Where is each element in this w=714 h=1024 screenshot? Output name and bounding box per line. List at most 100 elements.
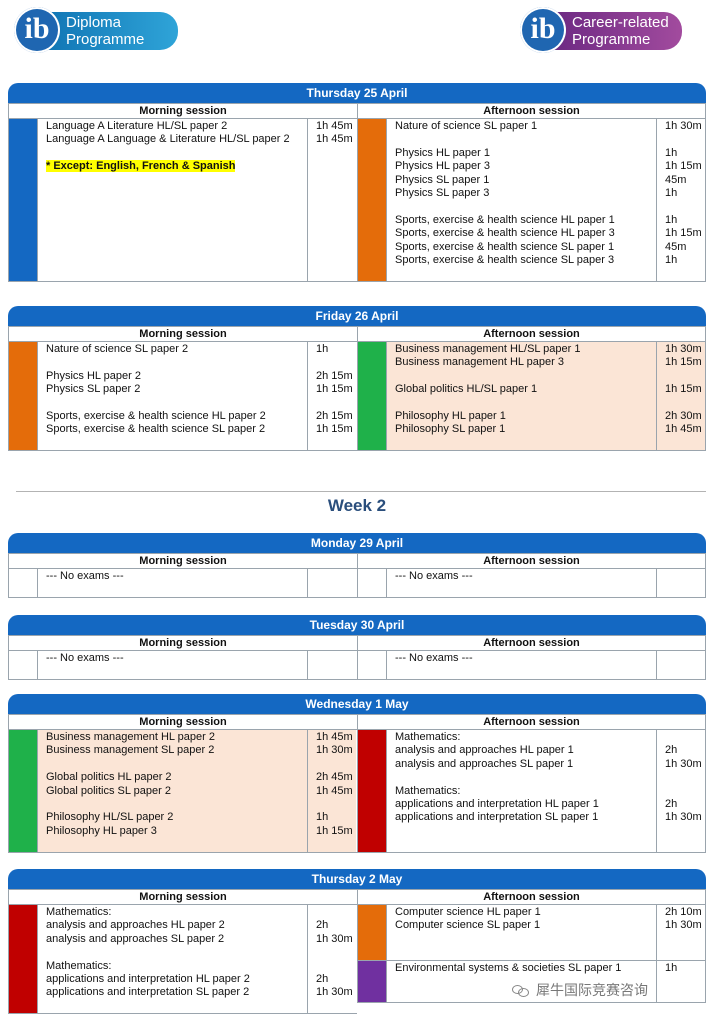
exam-duration: 1h 30m [665, 919, 702, 932]
exam-subject: --- No exams --- [395, 570, 473, 582]
exam-duration: 1h [665, 253, 678, 266]
exam-duration [665, 652, 705, 665]
exam-subjects: Mathematics: analysis and approaches HL p… [38, 905, 308, 1014]
exam-duration [316, 241, 356, 254]
subject-group-color-bar [9, 905, 38, 1014]
logo-cp-line2: Programme [572, 31, 651, 48]
subject-group-color-bar [358, 569, 387, 597]
morning-session-title: Morning session [8, 326, 357, 341]
exam-duration [316, 906, 356, 919]
afternoon-session-body: Business management HL/SL paper 1 Busines… [357, 341, 706, 452]
exam-subject [395, 771, 656, 784]
afternoon-session-body: Computer science HL paper 1 Computer scie… [357, 904, 706, 1003]
exam-subjects: Environmental systems & societies SL pap… [387, 960, 657, 1002]
exam-duration [316, 798, 356, 811]
exam-subject [46, 1000, 307, 1013]
afternoon-session-title: Afternoon session [357, 103, 706, 118]
exam-duration [665, 437, 705, 450]
exam-subject: Philosophy SL paper 1 [395, 423, 506, 436]
exam-subject: applications and interpretation HL paper… [395, 797, 599, 810]
exam-subject [46, 147, 307, 160]
exam-duration [665, 838, 705, 851]
exam-durations [657, 569, 705, 597]
exam-subject: Business management HL paper 2 [46, 731, 215, 743]
afternoon-session-body: --- No exams --- [357, 650, 706, 680]
exam-duration [316, 397, 356, 410]
wechat-icon [512, 983, 530, 997]
exam-subject: Physics HL paper 1 [395, 146, 490, 159]
exam-subject: Sports, exercise & health science SL pap… [46, 423, 266, 436]
exam-subjects: Nature of science SL paper 1 Physics HL p… [387, 119, 657, 281]
afternoon-session: Afternoon session --- No exams --- [357, 553, 706, 598]
exam-duration: 2h 15m [316, 409, 353, 422]
exam-subject [395, 665, 656, 678]
exam-duration: 1h 15m [665, 160, 702, 173]
morning-session-body: Nature of science SL paper 2 Physics HL p… [8, 341, 357, 452]
exam-duration: 2h 45m [316, 771, 353, 784]
day-table: Thursday 25 April Morning session Language… [8, 83, 706, 282]
subject-group-color-bar [9, 730, 38, 852]
exam-note-highlight: * Except: English, French & Spanish [46, 160, 236, 173]
morning-session-body: --- No exams --- [8, 650, 357, 680]
exam-subject: Physics SL paper 3 [395, 186, 490, 199]
exam-subject [395, 397, 656, 410]
exam-duration: 1h 30m [665, 343, 702, 355]
session-columns: Morning session Mathematics: analysis and … [8, 889, 706, 1015]
exam-duration: 1h 45m [316, 120, 353, 132]
exam-subject: --- No exams --- [46, 570, 124, 582]
exam-subject: --- No exams --- [46, 652, 124, 664]
exam-duration [316, 187, 356, 200]
exam-duration [665, 570, 705, 583]
exam-duration [316, 160, 356, 173]
session-columns: Morning session --- No exams --- Afternoon… [8, 553, 706, 598]
exam-duration: 1h 15m [316, 423, 353, 436]
subject-group-color-bar [9, 569, 38, 597]
afternoon-session-body: Mathematics: analysis and approaches HL p… [357, 729, 706, 853]
exam-duration [665, 785, 705, 798]
exam-durations [308, 569, 356, 597]
exam-subject: Business management SL paper 2 [46, 744, 215, 757]
exam-duration [316, 758, 356, 771]
afternoon-session: Afternoon session Mathematics: analysis an… [357, 714, 706, 853]
morning-session-title: Morning session [8, 635, 357, 650]
exam-duration: 2h 30m [665, 409, 702, 422]
exam-duration [316, 960, 356, 973]
exam-durations [657, 651, 705, 679]
morning-session: Morning session Mathematics: analysis and … [8, 889, 357, 1015]
exam-subject [395, 267, 656, 280]
session-columns: Morning session Nature of science SL pape… [8, 326, 706, 452]
exam-subject [46, 356, 307, 369]
exam-duration: 1h 30m [316, 744, 353, 757]
watermark-text: 犀牛国际竞赛咨询 [536, 982, 648, 998]
exam-duration [316, 665, 356, 678]
exam-subject [46, 254, 307, 267]
day-title: Tuesday 30 April [8, 615, 706, 635]
exam-duration: 1h 15m [665, 356, 702, 369]
exam-subject: Computer science HL paper 1 [395, 906, 541, 918]
exam-subject [46, 267, 307, 280]
morning-session-title: Morning session [8, 553, 357, 568]
exam-subject: Global politics HL paper 2 [46, 771, 172, 784]
exam-subject [46, 227, 307, 240]
exam-subject: Computer science SL paper 1 [395, 919, 541, 932]
subject-group: --- No exams --- [9, 569, 357, 597]
exam-duration [316, 147, 356, 160]
subject-group: Mathematics: analysis and approaches HL p… [9, 905, 357, 1014]
watermark: 犀牛国际竞赛咨询 [512, 980, 648, 1000]
day-title: Friday 26 April [8, 306, 706, 326]
week-heading: Week 2 [327, 496, 387, 515]
morning-session-title: Morning session [8, 889, 357, 904]
exam-subjects: --- No exams --- [387, 569, 657, 597]
morning-session-body: Mathematics: analysis and approaches HL p… [8, 904, 357, 1015]
subject-group: Business management HL/SL paper 1 Busines… [358, 342, 705, 451]
exam-subject [46, 437, 307, 450]
exam-durations: 1h 30m 1h 15m 1h 15m 2h 30m 1h 45m [657, 342, 705, 451]
exam-durations: 1h 30m 1h 1h 15m 45m 1h 1h 1h 15m 45m 1h [657, 119, 705, 281]
exam-subject: --- No exams --- [395, 652, 473, 664]
day-table: Friday 26 April Morning session Nature of … [8, 306, 706, 452]
exam-subject: * Except: English, French & Spanish [46, 160, 307, 173]
exam-subject [46, 798, 307, 811]
exam-duration: 1h [316, 343, 329, 355]
exam-duration [665, 731, 705, 744]
exam-duration [665, 370, 705, 383]
